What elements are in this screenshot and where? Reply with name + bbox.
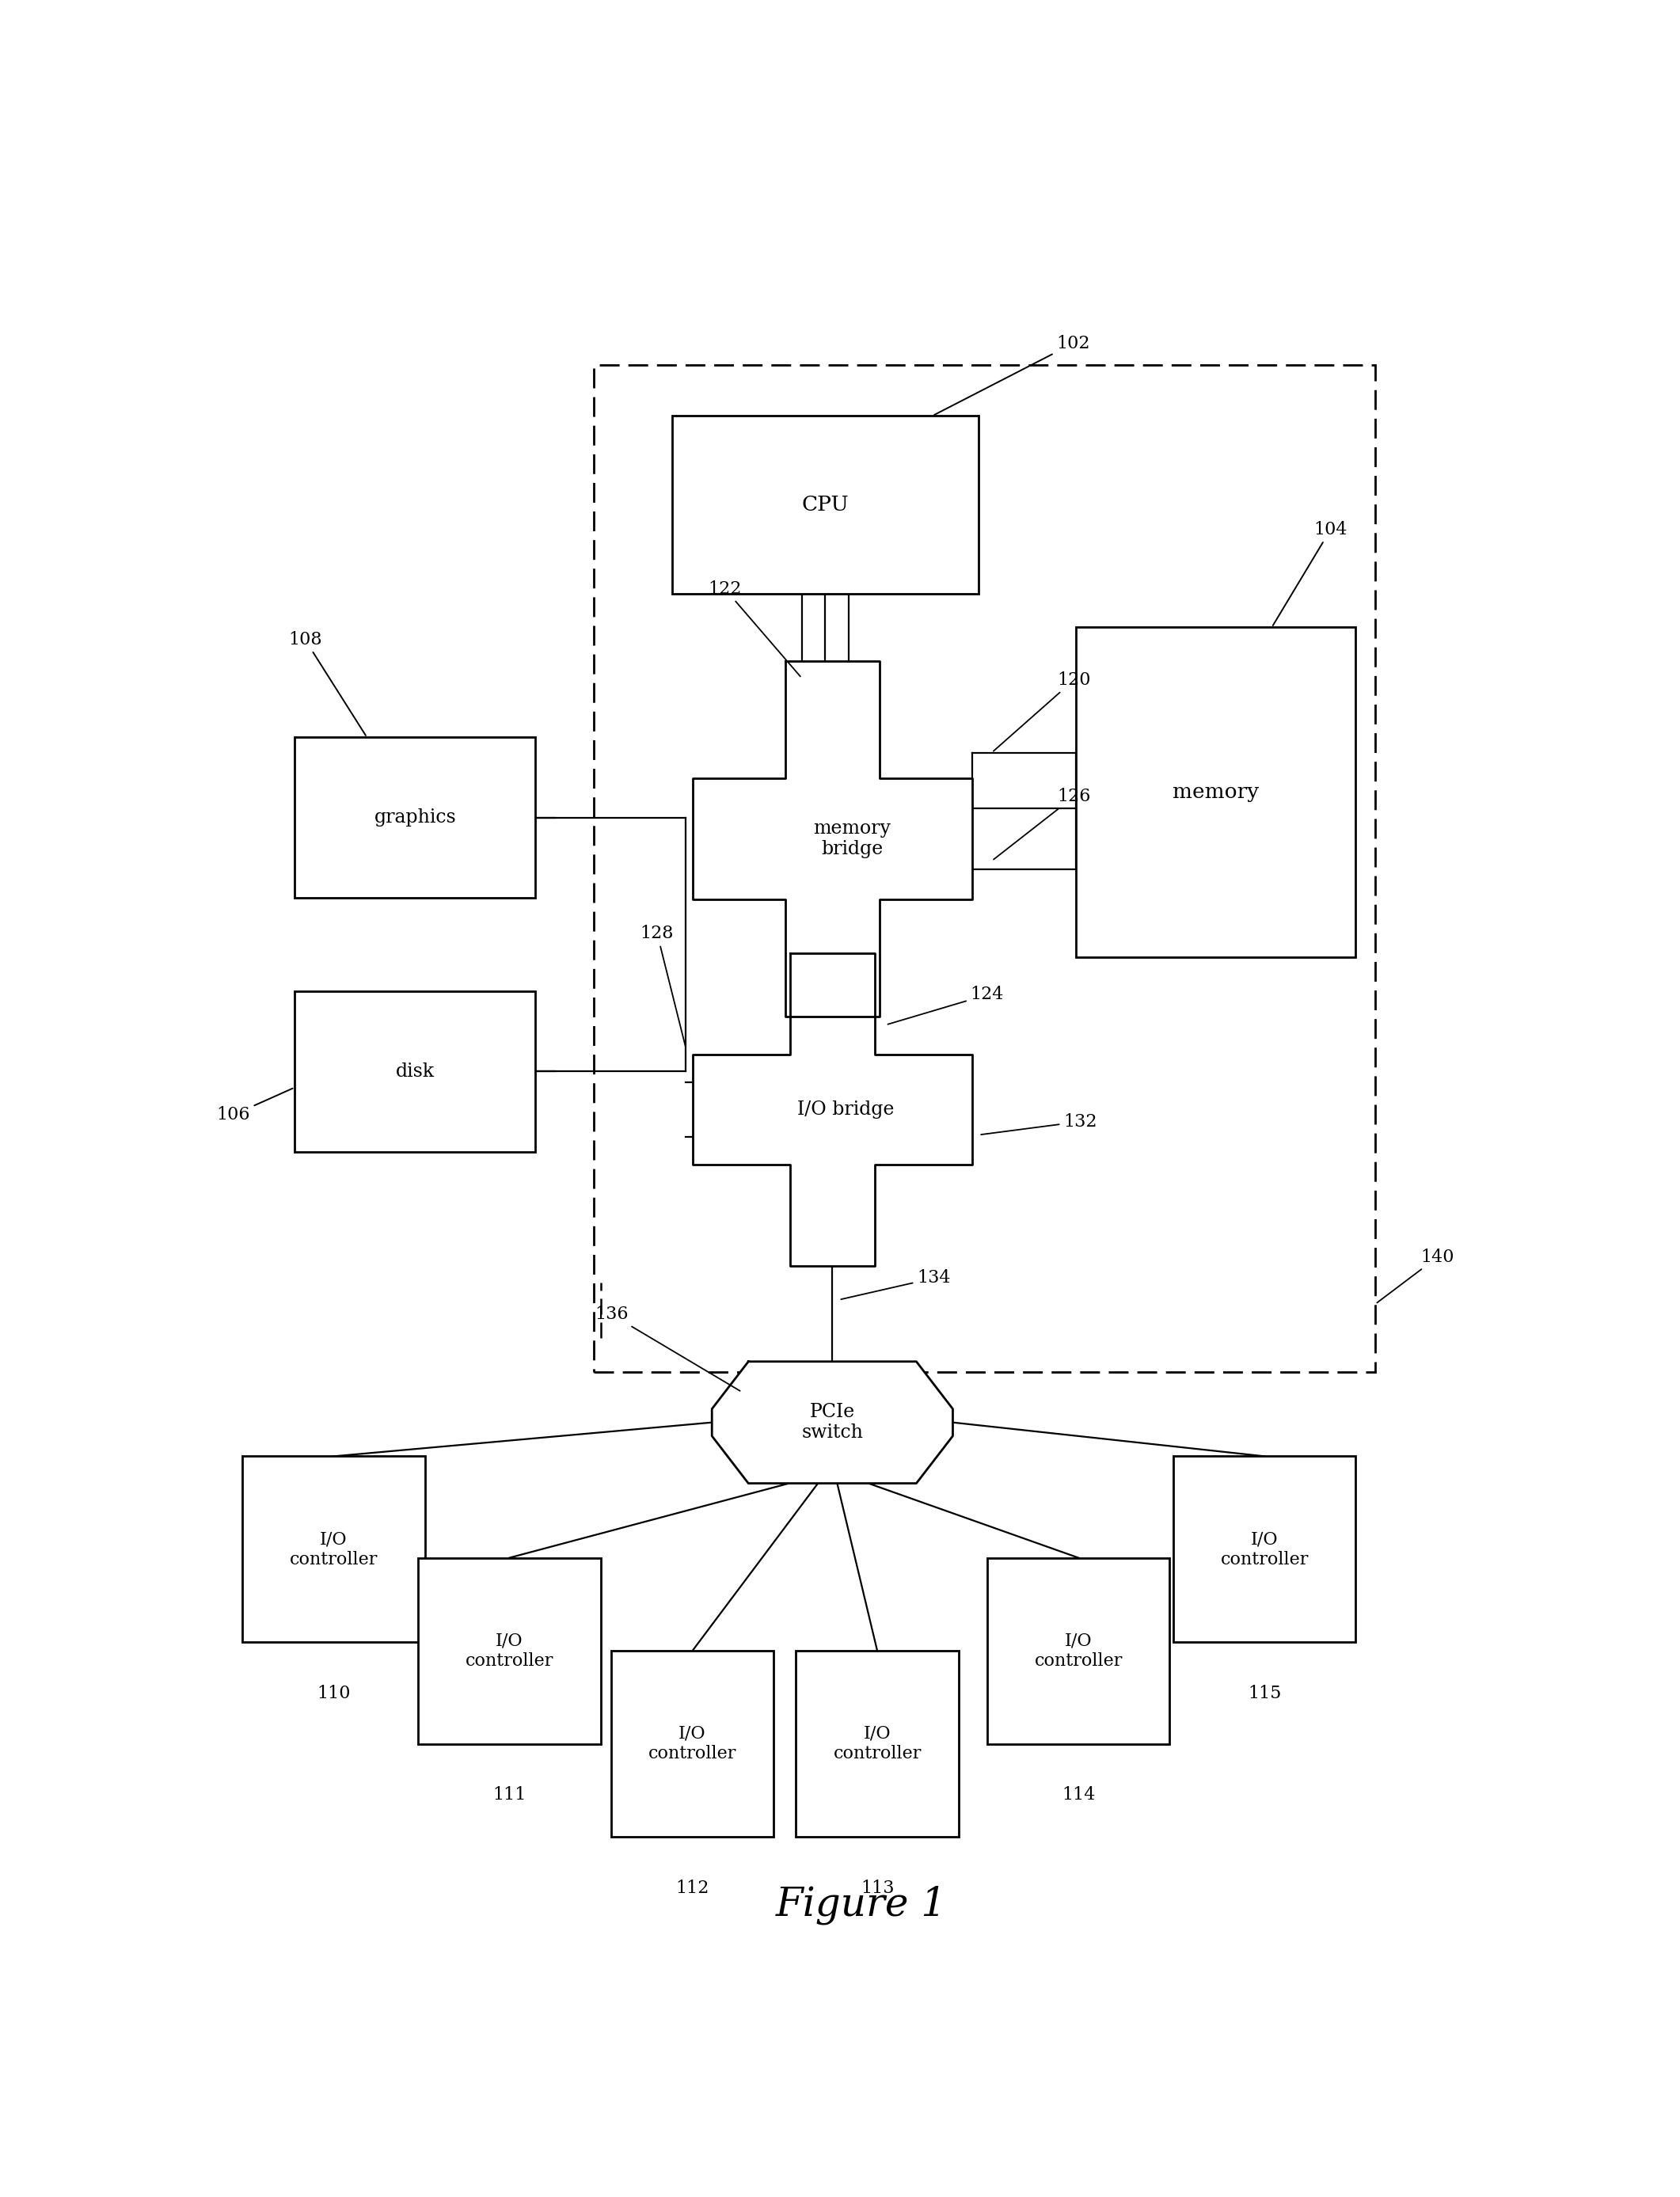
Text: 128: 128 bbox=[640, 925, 685, 1046]
Bar bbox=[612, 1650, 774, 1837]
Text: 104: 104 bbox=[1273, 521, 1347, 626]
Text: I/O
controller: I/O controller bbox=[289, 1531, 378, 1569]
Text: 115: 115 bbox=[1248, 1685, 1282, 1703]
Polygon shape bbox=[692, 661, 973, 1017]
Text: 112: 112 bbox=[675, 1878, 709, 1896]
Text: graphics: graphics bbox=[375, 808, 457, 826]
Text: 108: 108 bbox=[289, 631, 366, 736]
Text: 122: 122 bbox=[707, 580, 800, 677]
Text: 102: 102 bbox=[934, 334, 1090, 415]
Text: I/O bridge: I/O bridge bbox=[796, 1101, 894, 1118]
Text: 126: 126 bbox=[993, 789, 1090, 859]
Bar bbox=[595, 365, 1376, 1371]
Text: 113: 113 bbox=[860, 1878, 894, 1896]
Bar bbox=[418, 1558, 601, 1744]
Text: I/O
controller: I/O controller bbox=[1035, 1632, 1122, 1670]
Bar bbox=[988, 1558, 1169, 1744]
Text: CPU: CPU bbox=[801, 494, 848, 514]
Text: I/O
controller: I/O controller bbox=[833, 1725, 921, 1762]
Text: 120: 120 bbox=[993, 672, 1090, 751]
Text: disk: disk bbox=[395, 1063, 435, 1081]
Text: 132: 132 bbox=[981, 1114, 1097, 1134]
Text: 134: 134 bbox=[842, 1270, 951, 1298]
Text: 110: 110 bbox=[318, 1685, 351, 1703]
Text: Figure 1: Figure 1 bbox=[776, 1885, 946, 1925]
Text: 136: 136 bbox=[595, 1305, 739, 1391]
Text: I/O
controller: I/O controller bbox=[648, 1725, 736, 1762]
Bar bbox=[796, 1650, 959, 1837]
Bar bbox=[672, 415, 978, 593]
Text: 111: 111 bbox=[492, 1786, 526, 1804]
Text: I/O
controller: I/O controller bbox=[465, 1632, 553, 1670]
Bar bbox=[242, 1457, 425, 1643]
Text: memory
bridge: memory bridge bbox=[813, 819, 890, 859]
Text: memory: memory bbox=[1173, 782, 1258, 802]
Bar bbox=[294, 738, 536, 899]
Bar bbox=[294, 991, 536, 1151]
Text: PCIe
switch: PCIe switch bbox=[801, 1404, 864, 1441]
Text: I/O
controller: I/O controller bbox=[1221, 1531, 1309, 1569]
Text: 106: 106 bbox=[217, 1088, 292, 1123]
Bar bbox=[1075, 628, 1356, 958]
Polygon shape bbox=[692, 953, 973, 1265]
Text: 140: 140 bbox=[1378, 1248, 1455, 1303]
Polygon shape bbox=[712, 1362, 953, 1483]
Text: 114: 114 bbox=[1062, 1786, 1095, 1804]
Bar bbox=[1173, 1457, 1356, 1643]
Text: 124: 124 bbox=[887, 986, 1005, 1024]
